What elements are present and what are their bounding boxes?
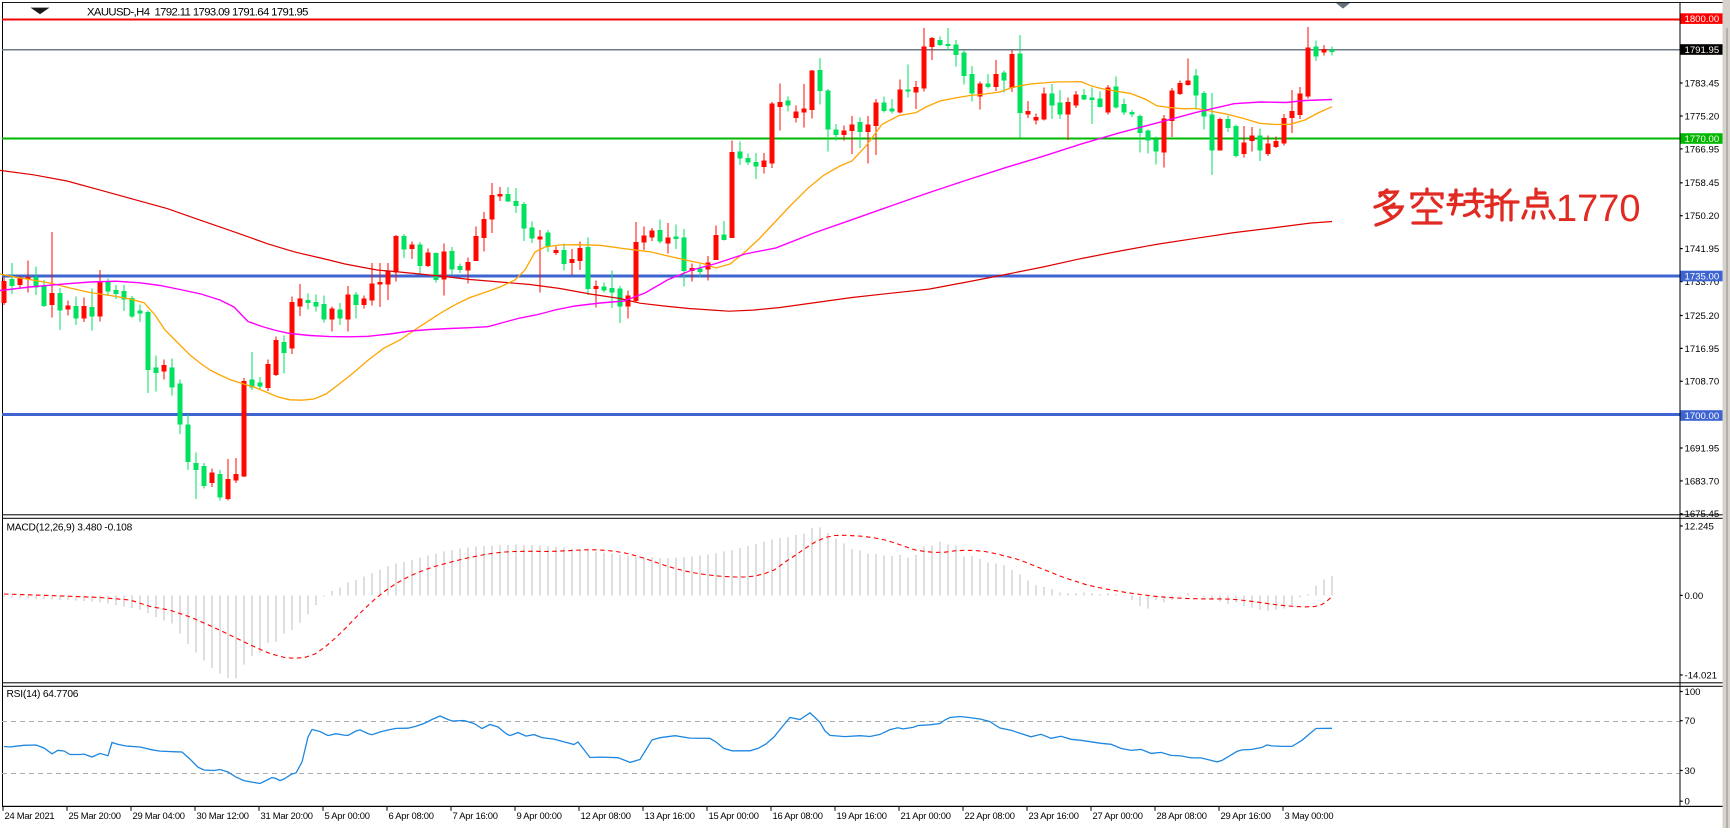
svg-text:-14.021: -14.021	[1685, 670, 1718, 681]
svg-text:6 Apr 08:00: 6 Apr 08:00	[389, 810, 434, 821]
svg-text:7 Apr 16:00: 7 Apr 16:00	[453, 810, 498, 821]
svg-text:15 Apr 00:00: 15 Apr 00:00	[709, 810, 759, 821]
svg-text:100: 100	[1685, 687, 1701, 698]
svg-text:27 Apr 00:00: 27 Apr 00:00	[1093, 810, 1143, 821]
svg-text:1775.20: 1775.20	[1685, 111, 1720, 122]
svg-text:29 Mar 04:00: 29 Mar 04:00	[133, 810, 185, 821]
svg-text:1683.70: 1683.70	[1685, 476, 1720, 487]
svg-text:1770.00: 1770.00	[1685, 134, 1720, 145]
svg-text:12.245: 12.245	[1685, 521, 1714, 532]
svg-text:1800.00: 1800.00	[1685, 14, 1720, 25]
svg-text:1791.95: 1791.95	[1685, 45, 1720, 56]
svg-text:21 Apr 00:00: 21 Apr 00:00	[901, 810, 951, 821]
svg-text:1741.95: 1741.95	[1685, 244, 1720, 255]
svg-text:RSI(14) 64.7706: RSI(14) 64.7706	[7, 689, 79, 700]
svg-text:MACD(12,26,9) 3.480 -0.108: MACD(12,26,9) 3.480 -0.108	[7, 523, 133, 534]
svg-text:1750.20: 1750.20	[1685, 211, 1720, 222]
svg-text:70: 70	[1685, 716, 1696, 727]
svg-text:1691.95: 1691.95	[1685, 443, 1720, 454]
svg-text:1735.00: 1735.00	[1685, 271, 1720, 282]
svg-text:1675.45: 1675.45	[1685, 509, 1720, 520]
svg-text:29 Apr 16:00: 29 Apr 16:00	[1221, 810, 1271, 821]
svg-text:1708.70: 1708.70	[1685, 377, 1720, 388]
svg-text:1758.45: 1758.45	[1685, 178, 1720, 189]
svg-text:1766.95: 1766.95	[1685, 144, 1720, 155]
svg-text:24 Mar 2021: 24 Mar 2021	[5, 810, 55, 821]
svg-text:13 Apr 16:00: 13 Apr 16:00	[645, 810, 695, 821]
svg-text:1725.20: 1725.20	[1685, 311, 1720, 322]
svg-text:1716.95: 1716.95	[1685, 344, 1720, 355]
svg-text:30: 30	[1685, 766, 1696, 777]
svg-text:0: 0	[1685, 797, 1690, 808]
svg-text:3 May 00:00: 3 May 00:00	[1285, 810, 1334, 821]
svg-text:9 Apr 00:00: 9 Apr 00:00	[517, 810, 562, 821]
svg-text:1700.00: 1700.00	[1685, 411, 1720, 422]
svg-text:0.00: 0.00	[1685, 591, 1704, 602]
svg-text:28 Apr 08:00: 28 Apr 08:00	[1157, 810, 1207, 821]
svg-text:16 Apr 08:00: 16 Apr 08:00	[773, 810, 823, 821]
svg-text:23 Apr 16:00: 23 Apr 16:00	[1029, 810, 1079, 821]
svg-text:30 Mar 12:00: 30 Mar 12:00	[197, 810, 249, 821]
svg-text:1783.45: 1783.45	[1685, 78, 1720, 89]
svg-text:22 Apr 08:00: 22 Apr 08:00	[965, 810, 1015, 821]
svg-text:19 Apr 16:00: 19 Apr 16:00	[837, 810, 887, 821]
svg-text:31 Mar 20:00: 31 Mar 20:00	[261, 810, 313, 821]
svg-text:XAUUSD-,H4 1792.11 1793.09 17: XAUUSD-,H4 1792.11 1793.09 1791.64 1791.…	[87, 7, 308, 19]
svg-text:25 Mar 20:00: 25 Mar 20:00	[69, 810, 121, 821]
svg-text:12 Apr 08:00: 12 Apr 08:00	[581, 810, 631, 821]
svg-text:5 Apr 00:00: 5 Apr 00:00	[325, 810, 370, 821]
svg-text:1770: 1770	[1556, 188, 1641, 230]
